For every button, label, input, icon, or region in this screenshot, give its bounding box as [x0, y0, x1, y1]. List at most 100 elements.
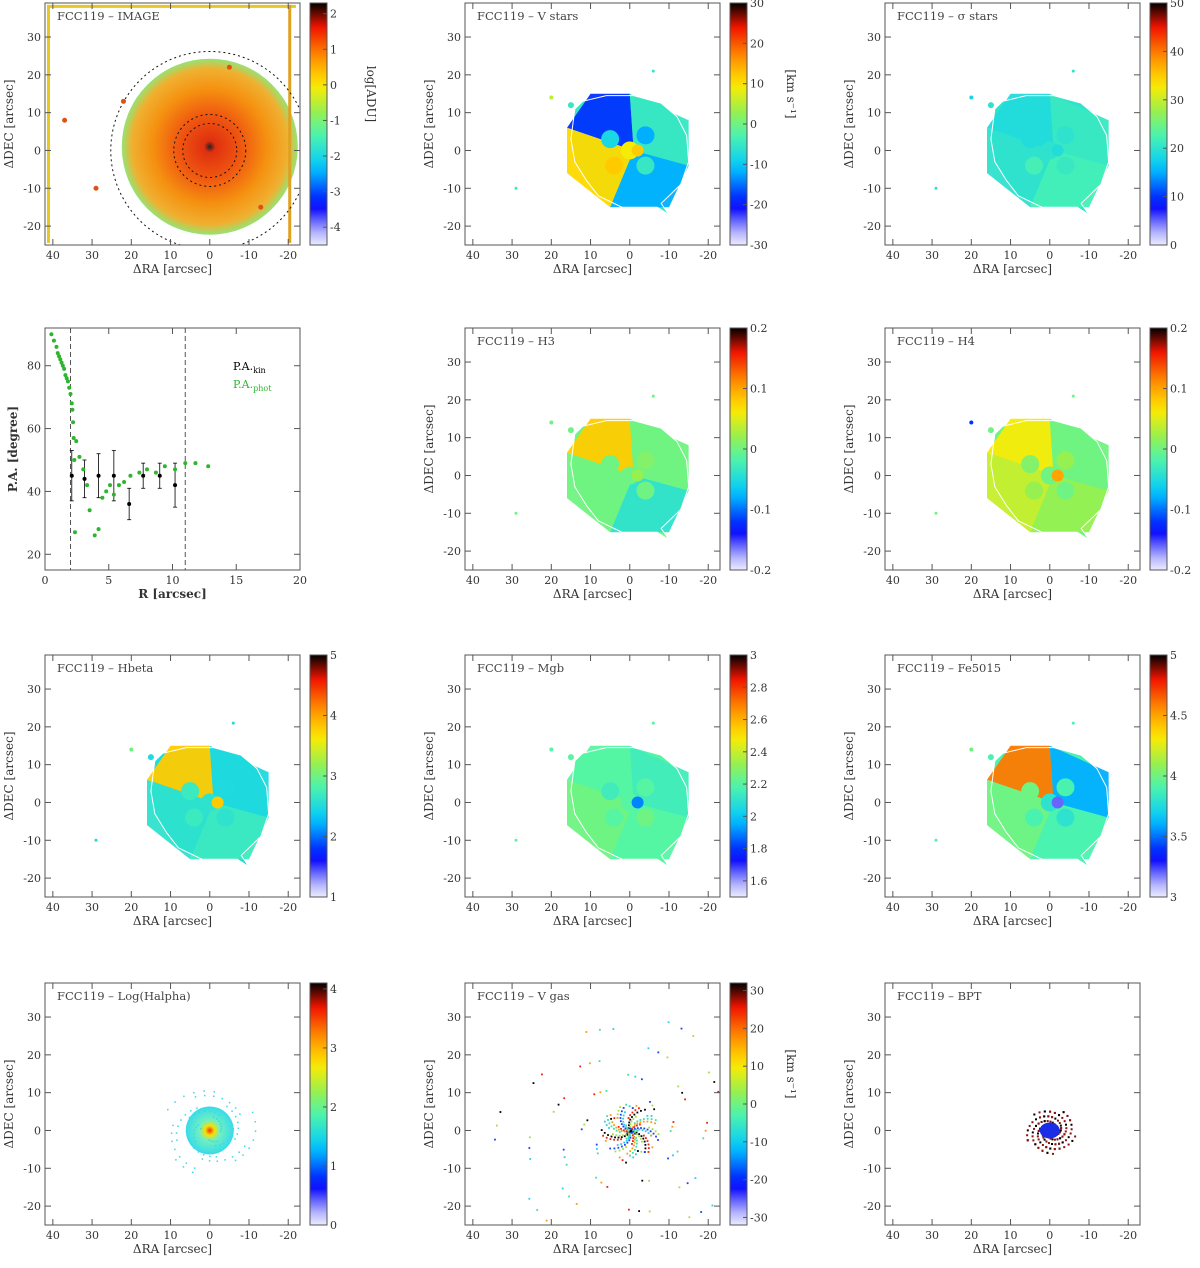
x-tick-label: 0 [626, 901, 633, 914]
vgas-speck [629, 1136, 632, 1139]
colorbar [729, 654, 748, 898]
x-tick-label: 40 [46, 1229, 60, 1242]
x-tick-label: -20 [699, 574, 717, 587]
data-point-phot [193, 461, 198, 466]
vgas-speck [636, 1133, 638, 1136]
vgas-speck [646, 1140, 649, 1142]
data-point-kin [82, 476, 87, 481]
point-source [129, 747, 134, 752]
vgas-speck [499, 1111, 502, 1113]
point-source [1071, 69, 1075, 73]
bpt-speck [1051, 1116, 1054, 1119]
colorbar-tick-label: 0.1 [750, 383, 768, 396]
vgas-speck [633, 1144, 635, 1147]
halpha-speck [180, 1119, 182, 1121]
vgas-speck [636, 1120, 639, 1123]
panel-vgas-content [494, 1021, 720, 1235]
vgas-speck [622, 1125, 625, 1128]
y-tick-label: 0 [34, 144, 41, 157]
x-axis-label: ΔRA [arcsec] [133, 914, 212, 928]
vgas-speck [625, 1124, 628, 1127]
bpt-speck [1074, 1135, 1077, 1138]
halpha-speck [170, 1132, 173, 1134]
vgas-speck [641, 1179, 644, 1182]
voronoi-bin [605, 808, 624, 827]
halpha-speck [216, 1140, 219, 1142]
colorbar-tick-label: 2.4 [750, 746, 768, 759]
colorbar-tick-label: -0.1 [1170, 504, 1191, 517]
vgas-speck [603, 1131, 606, 1134]
vgas-speck [605, 1136, 608, 1139]
y-tick-label: 10 [447, 759, 461, 772]
y-tick-label: 0 [454, 796, 461, 809]
vgas-speck [629, 1154, 631, 1157]
bpt-speck [1045, 1146, 1048, 1149]
panel-title: FCC119 – Log(Halpha) [57, 989, 191, 1003]
vgas-speck [632, 1137, 635, 1140]
point-source [934, 186, 938, 190]
vgas-speck [623, 1135, 626, 1138]
panel-bpt: 40 30 20 10 0 -10 -20 -20 -10 0 10 20 30 ΔRA [arcsec]… [842, 982, 1141, 1256]
halpha-speck [213, 1111, 216, 1114]
halpha-speck [238, 1151, 240, 1153]
data-point-phot [49, 332, 54, 337]
voronoi-bin [181, 782, 200, 801]
legend-name: P.A. [233, 378, 253, 391]
data-point-kin [127, 502, 132, 506]
y-tick-label: 0 [454, 469, 461, 482]
y-axis-label: ΔDEC [arcsec] [422, 732, 436, 821]
data-point-phot [72, 530, 77, 535]
voronoi-bin [1021, 782, 1040, 801]
bpt-speck [1054, 1117, 1057, 1120]
vgas-speck [615, 1134, 618, 1137]
vgas-speck [653, 1108, 656, 1111]
voronoi-bin [987, 779, 1054, 860]
vgas-speck [667, 1157, 669, 1160]
edge-strip [46, 4, 296, 8]
halpha-speck [248, 1147, 250, 1150]
x-tick-label: 10 [584, 901, 598, 914]
colorbar-tick-label: 1.6 [750, 875, 768, 888]
vgas-speck [605, 1124, 608, 1126]
bpt-speck [1053, 1148, 1056, 1151]
bpt-speck [1035, 1118, 1038, 1121]
vgas-speck [601, 1233, 603, 1235]
panel-image-content [46, 4, 300, 245]
x-tick-label: 30 [85, 901, 99, 914]
vgas-speck [622, 1129, 625, 1132]
halpha-speck [202, 1153, 205, 1156]
bpt-speck [1067, 1136, 1070, 1139]
vgas-speck [706, 1121, 708, 1124]
vgas-speck [700, 1211, 703, 1213]
vgas-speck [541, 1073, 543, 1076]
x-tick-label: 20 [124, 1229, 138, 1242]
vgas-speck [634, 1075, 637, 1078]
bpt-speck [1040, 1120, 1043, 1123]
data-point-phot [85, 483, 90, 488]
voronoi-bin [987, 127, 1054, 208]
vgas-speck [672, 1121, 675, 1123]
bpt-speck [1058, 1142, 1061, 1145]
voronoi-bin [636, 778, 655, 797]
colorbar-tick-label: 30 [1170, 94, 1184, 107]
bpt-speck [1070, 1128, 1073, 1131]
vgas-speck [669, 1130, 672, 1132]
vgas-speck [579, 1065, 582, 1068]
panel-bpt-content [1026, 1110, 1077, 1155]
galaxy-outline [570, 95, 690, 216]
point-source [987, 754, 994, 761]
vgas-speck [647, 1047, 650, 1050]
vgas-speck [618, 1134, 621, 1137]
galaxy-image [121, 58, 298, 235]
colorbar-tick-label: 2 [330, 8, 337, 21]
halpha-speck [232, 1128, 235, 1130]
y-tick-label: -10 [443, 507, 461, 520]
x-tick-label: 10 [1004, 249, 1018, 262]
y-tick-label: 20 [867, 721, 881, 734]
colorbar-tick-label: 3 [330, 1042, 337, 1055]
vgas-speck [623, 1123, 625, 1126]
y-axis-label: ΔDEC [arcsec] [422, 1060, 436, 1149]
voronoi-bin [601, 782, 620, 801]
vgas-speck [641, 1078, 643, 1081]
